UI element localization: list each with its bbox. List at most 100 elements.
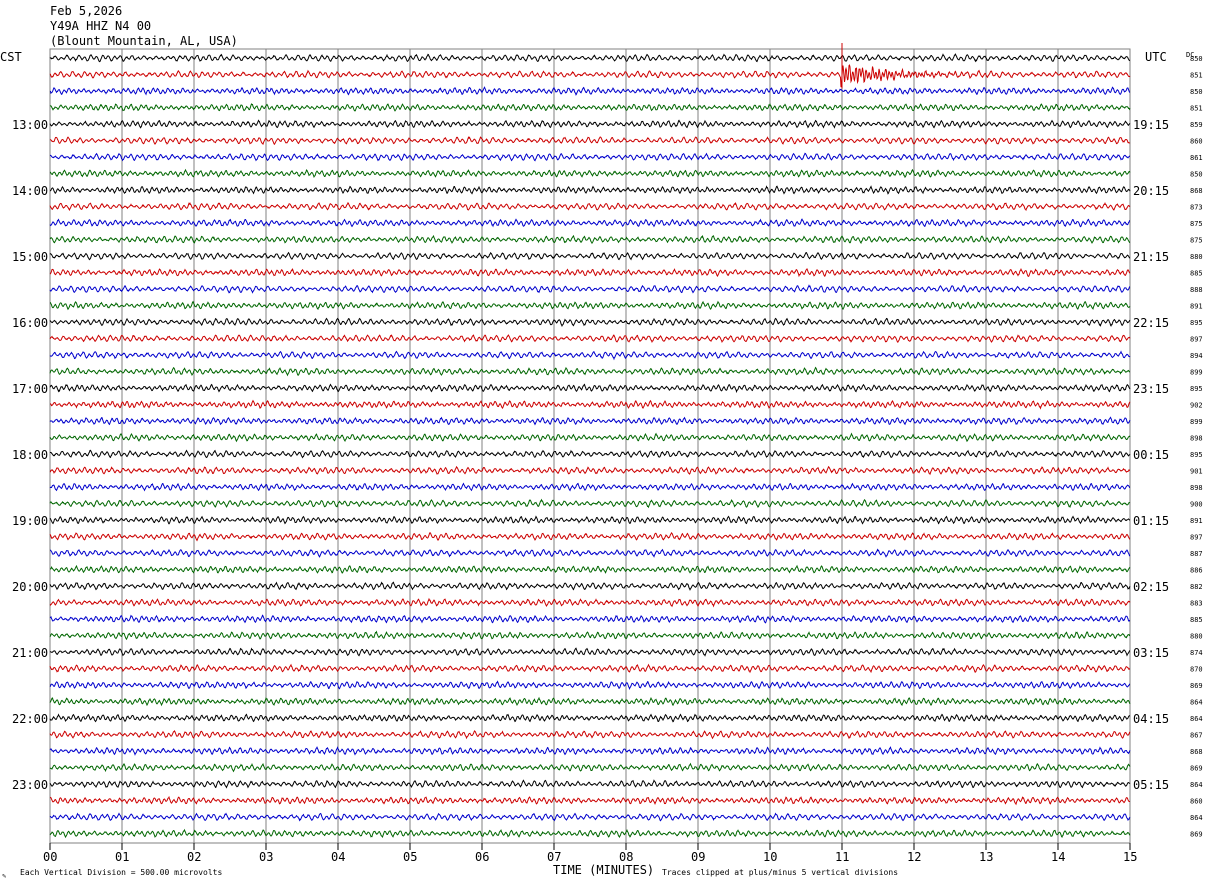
- right-timezone-label: UTC: [1145, 50, 1167, 64]
- seismic-trace: [49, 267, 1131, 278]
- x-tick-label: 03: [259, 850, 273, 864]
- right-hour-label: 01:15: [1133, 514, 1169, 528]
- seismic-trace: [49, 251, 1131, 261]
- dc-value-label: 875: [1190, 220, 1203, 228]
- dc-value-label: 886: [1190, 567, 1203, 575]
- left-hour-label: 20:00: [12, 580, 48, 594]
- left-hour-label: 14:00: [12, 184, 48, 198]
- seismic-trace: [49, 779, 1131, 789]
- seismic-trace: [49, 812, 1131, 822]
- corner-mark: ✎: [2, 872, 6, 880]
- seismic-trace: [49, 64, 1131, 88]
- dc-value-label: 898: [1190, 435, 1203, 443]
- plot-frame: [49, 48, 1131, 844]
- seismic-trace: [49, 746, 1131, 756]
- seismic-trace: [49, 416, 1131, 426]
- seismic-trace: [49, 136, 1131, 146]
- grid-lines: [49, 48, 1131, 850]
- seismic-trace: [49, 465, 1131, 476]
- dc-value-label: 874: [1190, 649, 1203, 657]
- left-hour-label: 16:00: [12, 316, 48, 330]
- dc-value-label: 864: [1190, 699, 1203, 707]
- header-location: (Blount Mountain, AL, USA): [50, 34, 238, 48]
- seismic-trace: [49, 168, 1131, 179]
- dc-value-label: 899: [1190, 418, 1203, 426]
- dc-value-label: 850: [1190, 55, 1203, 63]
- seismic-trace: [49, 284, 1131, 294]
- x-tick-label: 07: [547, 850, 561, 864]
- seismic-trace: [49, 795, 1131, 806]
- seismic-trace: [49, 334, 1131, 344]
- label-group: 00 01 02 03 04 05 06 07 08 09 10 11 12 13 14 15 850 851 85…: [12, 55, 1203, 864]
- dc-value-label: 895: [1190, 319, 1203, 327]
- dc-value-label: 902: [1190, 402, 1203, 410]
- dc-value-label: 869: [1190, 831, 1203, 839]
- seismic-trace: [49, 86, 1131, 96]
- dc-value-label: 860: [1190, 798, 1203, 806]
- dc-value-label: 885: [1190, 270, 1203, 278]
- seismic-trace: [49, 449, 1131, 459]
- seismic-trace: [49, 663, 1131, 674]
- seismic-trace: [49, 614, 1131, 624]
- left-hour-label: 22:00: [12, 712, 48, 726]
- seismic-trace: [49, 119, 1131, 129]
- right-hour-label: 21:15: [1133, 250, 1169, 264]
- dc-value-label: 895: [1190, 451, 1203, 459]
- dc-value-label: 894: [1190, 352, 1203, 360]
- dc-value-label: 898: [1190, 484, 1203, 492]
- x-tick-label: 14: [1051, 850, 1065, 864]
- dc-value-label: 870: [1190, 666, 1203, 674]
- dc-value-label: 869: [1190, 765, 1203, 773]
- seismic-trace: [49, 762, 1131, 773]
- dc-value-label: 880: [1190, 253, 1203, 261]
- dc-value-label: 864: [1190, 814, 1203, 822]
- dc-value-label: 850: [1190, 88, 1203, 96]
- x-tick-label: 12: [907, 850, 921, 864]
- x-tick-label: 05: [403, 850, 417, 864]
- dc-value-label: 900: [1190, 501, 1203, 509]
- seismic-trace: [49, 53, 1131, 63]
- x-tick-label: 11: [835, 850, 849, 864]
- trace-group: [49, 43, 1131, 839]
- x-tick-label: 09: [691, 850, 705, 864]
- seismic-trace: [49, 366, 1131, 377]
- dc-value-label: 883: [1190, 600, 1203, 608]
- dc-value-label: 882: [1190, 583, 1203, 591]
- seismic-trace: [49, 482, 1131, 492]
- seismic-trace: [49, 201, 1131, 212]
- dc-value-label: 868: [1190, 748, 1203, 756]
- dc-value-label: 868: [1190, 187, 1203, 195]
- seismic-trace: [49, 647, 1130, 658]
- seismic-trace: [49, 498, 1131, 509]
- right-hour-label: 20:15: [1133, 184, 1169, 198]
- seismic-trace: [49, 730, 1131, 740]
- seismic-trace: [49, 185, 1131, 195]
- left-hour-label: 13:00: [12, 118, 48, 132]
- left-hour-label: 19:00: [12, 514, 48, 528]
- x-tick-label: 01: [115, 850, 129, 864]
- seismic-trace: [49, 581, 1131, 591]
- left-hour-label: 15:00: [12, 250, 48, 264]
- dc-value-label: 873: [1190, 204, 1203, 212]
- dc-value-label: 887: [1190, 550, 1203, 558]
- seismic-trace: [49, 234, 1131, 245]
- x-tick-label: 02: [187, 850, 201, 864]
- seismic-trace: [49, 630, 1131, 641]
- x-tick-label: 04: [331, 850, 345, 864]
- seismic-trace: [49, 828, 1131, 839]
- seismic-trace: [49, 696, 1131, 707]
- x-tick-label: 13: [979, 850, 993, 864]
- left-hour-label: 17:00: [12, 382, 48, 396]
- dc-value-label: 860: [1190, 138, 1203, 146]
- dc-value-label: 875: [1190, 237, 1203, 245]
- dc-value-label: 867: [1190, 732, 1203, 740]
- seismic-trace: [49, 218, 1131, 228]
- dc-value-label: 880: [1190, 633, 1203, 641]
- seismic-trace: [49, 103, 1131, 112]
- dc-value-label: 851: [1190, 105, 1203, 113]
- seismic-trace: [49, 432, 1131, 443]
- dc-value-label: 861: [1190, 154, 1203, 162]
- seismic-trace: [49, 597, 1131, 608]
- seismic-trace: [49, 515, 1131, 525]
- x-tick-label: 06: [475, 850, 489, 864]
